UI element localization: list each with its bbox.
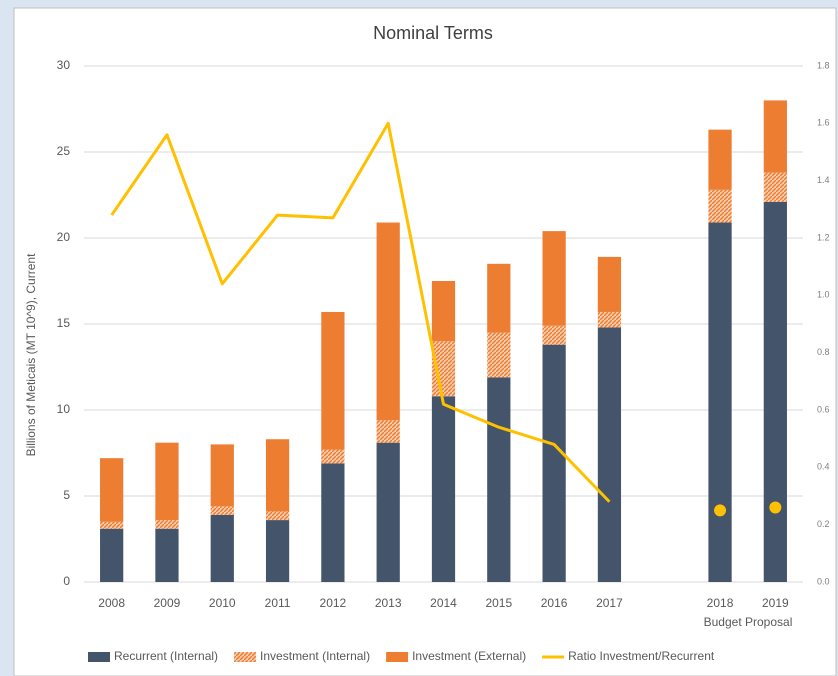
bar-segment: [321, 311, 345, 450]
y-tick-label: 20: [57, 230, 71, 244]
chart-title: Nominal Terms: [373, 23, 493, 43]
y2-tick-label: 1.8: [817, 60, 830, 70]
y2-tick-label: 1.4: [817, 175, 830, 185]
bar-segment: [431, 396, 456, 582]
y-tick-label: 0: [63, 574, 70, 588]
bar-segment: [708, 129, 732, 190]
bar-segment: [376, 222, 400, 421]
bar-segment: [210, 444, 234, 507]
x-tick-label: 2010: [209, 596, 236, 610]
bar-segment: [210, 506, 234, 515]
x-tick-label: 2011: [265, 596, 291, 610]
bar-segment: [155, 520, 179, 529]
x-tick-label: 2015: [485, 596, 512, 610]
bar-segment: [763, 201, 787, 582]
annotation: Budget Proposal: [704, 615, 793, 629]
y2-tick-label: 1.2: [817, 232, 830, 242]
bar-segment: [708, 222, 732, 582]
chart-panel: [13, 7, 837, 676]
bar-segment: [210, 514, 234, 582]
bar-segment: [155, 528, 179, 582]
x-tick-label: 2009: [154, 596, 181, 610]
y-tick-label: 30: [57, 58, 71, 72]
legend-swatch: [88, 652, 110, 662]
legend-swatch: [234, 652, 257, 662]
bar-segment: [376, 442, 400, 582]
y2-tick-label: 0.4: [817, 462, 830, 472]
bar-segment: [100, 521, 124, 529]
bar-segment: [708, 189, 732, 223]
bar-segment: [487, 332, 511, 378]
y-axis-label: Billions of Meticais (MT 10^9), Current: [24, 253, 38, 456]
y-tick-label: 5: [63, 488, 70, 502]
y2-tick-label: 1.6: [817, 118, 830, 128]
bar-segment: [265, 511, 290, 521]
legend-label: Ratio Investment/Recurrent: [568, 649, 715, 663]
point: [769, 501, 782, 514]
x-tick-label: 2019: [762, 596, 789, 610]
bar-segment: [321, 449, 345, 464]
bar-segment: [542, 325, 566, 345]
bar-segment: [265, 520, 290, 582]
bar-segment: [597, 327, 622, 582]
legend-swatch: [386, 652, 409, 662]
bar-segment: [542, 231, 566, 326]
bar-segment: [597, 256, 622, 312]
x-tick-label: 2012: [320, 596, 347, 610]
bar-segment: [542, 344, 566, 582]
y-tick-label: 25: [57, 144, 71, 158]
y-tick-label: 10: [57, 402, 71, 416]
y2-tick-label: 1.0: [817, 290, 830, 300]
legend-label: Recurrent (Internal): [114, 649, 218, 663]
x-tick-label: 2018: [707, 596, 734, 610]
line: [110, 121, 611, 503]
x-tick-label: 2017: [596, 596, 623, 610]
bar-segment: [763, 100, 787, 173]
bar-segment: [321, 463, 345, 582]
x-tick-label: 2008: [98, 596, 125, 610]
x-tick-label: 2013: [375, 596, 402, 610]
bar-segment: [100, 528, 124, 582]
y2-tick-label: 0.6: [817, 404, 830, 414]
bar-segment: [155, 442, 179, 521]
bar-segment: [376, 420, 400, 443]
bar-segment: [597, 311, 622, 328]
legend-label: Investment (External): [412, 649, 526, 663]
y2-tick-label: 0.0: [817, 576, 830, 586]
bar-segment: [431, 281, 456, 342]
y2-tick-label: 0.2: [817, 519, 830, 529]
point: [714, 504, 727, 517]
y-tick-label: 15: [57, 316, 71, 330]
x-tick-label: 2016: [541, 596, 568, 610]
y2-tick-label: 0.8: [817, 347, 830, 357]
bar-segment: [763, 172, 787, 202]
x-tick-label: 2014: [430, 596, 457, 610]
bar-segment: [487, 377, 511, 582]
bar-segment: [487, 263, 511, 333]
legend-label: Investment (Internal): [260, 649, 370, 663]
bar-segment: [100, 458, 124, 522]
bar-segment: [265, 439, 290, 512]
